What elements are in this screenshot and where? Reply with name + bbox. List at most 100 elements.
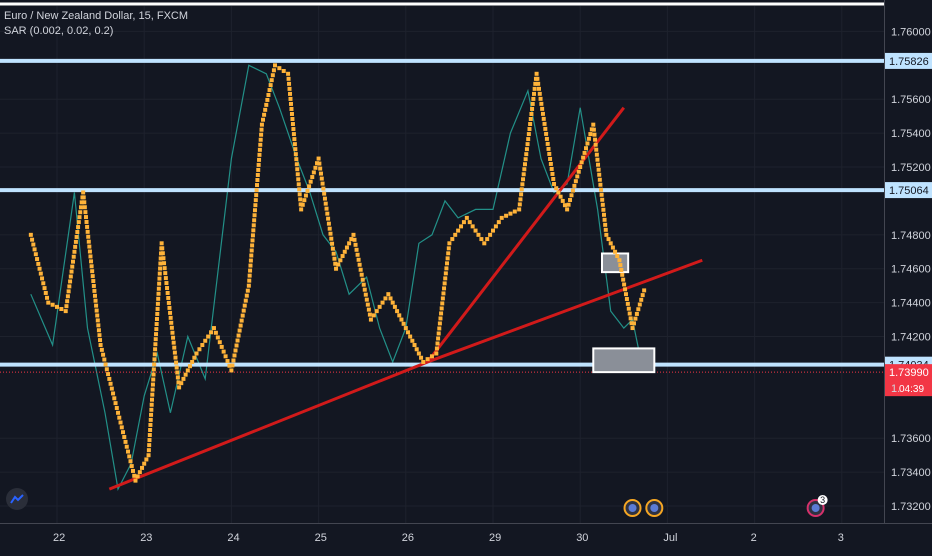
sar-dot xyxy=(281,68,286,73)
sar-dot xyxy=(85,224,90,229)
sar-dot xyxy=(194,351,199,356)
sar-dot xyxy=(157,276,162,281)
sar-dot xyxy=(436,331,441,336)
sar-dot xyxy=(215,335,220,340)
sar-dot xyxy=(35,257,40,262)
sar-dot xyxy=(263,107,268,112)
sar-dot xyxy=(234,343,239,348)
sar-dot xyxy=(156,291,161,296)
sar-dot xyxy=(532,91,537,96)
rectangle-drawings[interactable] xyxy=(592,252,656,374)
sar-dot xyxy=(636,307,641,312)
sar-dot xyxy=(540,111,545,116)
sar-dot xyxy=(554,186,559,191)
sar-dot xyxy=(87,244,92,249)
sar-dot xyxy=(172,350,177,355)
sar-dot xyxy=(147,433,152,438)
sar-dot xyxy=(70,259,75,264)
sar-dot xyxy=(355,252,360,257)
sar-dot xyxy=(588,132,593,137)
sar-dot xyxy=(168,315,173,320)
sar-dot xyxy=(560,198,565,203)
sar-dot xyxy=(231,358,236,363)
sar-dot xyxy=(316,156,321,161)
sar-dot xyxy=(293,152,298,157)
sar-dot xyxy=(634,311,639,316)
sar-dot xyxy=(521,177,526,182)
sar-dot xyxy=(84,219,89,224)
sar-dot xyxy=(368,317,373,322)
sar-dot xyxy=(303,193,308,198)
sar-dot xyxy=(163,276,168,281)
sar-dot xyxy=(127,454,132,459)
sar-dot xyxy=(91,279,96,284)
sar-dot xyxy=(311,170,316,175)
sar-dot xyxy=(321,186,326,191)
sar-dot xyxy=(267,88,272,93)
sar-dot xyxy=(528,117,533,122)
sar-dot xyxy=(332,256,337,261)
sar-dot xyxy=(338,258,343,263)
sar-dot xyxy=(584,146,589,151)
sar-dot xyxy=(518,197,523,202)
sar-dot xyxy=(175,370,180,375)
sar-dot xyxy=(535,76,540,81)
sar-dot xyxy=(347,241,352,246)
horizontal-levels[interactable] xyxy=(0,58,884,373)
sar-dot xyxy=(187,364,192,369)
sar-dot xyxy=(296,177,301,182)
sar-dot xyxy=(517,207,522,212)
sar-dot xyxy=(164,281,169,286)
sar-dot xyxy=(240,313,245,318)
indicator-title[interactable]: SAR (0.002, 0.02, 0.2) xyxy=(4,25,114,37)
sar-dot xyxy=(121,430,126,435)
sar-dot xyxy=(219,344,224,349)
sar-dot xyxy=(236,333,241,338)
sar-dot xyxy=(66,289,71,294)
sar-dot xyxy=(437,321,442,326)
sar-dot xyxy=(96,328,101,333)
sar-dot xyxy=(310,175,315,180)
symbol-title[interactable]: Euro / New Zealand Dollar, 15, FXCM xyxy=(4,10,189,22)
sar-dot xyxy=(595,157,600,162)
sar-dot xyxy=(70,264,75,269)
sar-dot xyxy=(536,81,541,86)
price-label: 1.75064 xyxy=(889,185,929,197)
sar-dot xyxy=(403,326,408,331)
sar-dot xyxy=(67,284,72,289)
sar-dot xyxy=(98,338,103,343)
sar-dot xyxy=(256,162,261,167)
sar-dot xyxy=(603,227,608,232)
sar-dot xyxy=(330,241,335,246)
sar-dot xyxy=(639,297,644,302)
sar-dot xyxy=(45,295,50,300)
sar-dot xyxy=(629,321,634,326)
tradingview-logo-icon[interactable] xyxy=(6,488,28,510)
sar-dot xyxy=(496,220,501,225)
sar-dot xyxy=(340,254,345,259)
sar-dot xyxy=(288,101,293,106)
sar-dot xyxy=(558,194,563,199)
price-axis[interactable]: 1.76000 1.75600 1.75400 1.75200 1.74800 1.746… xyxy=(884,0,932,523)
time-axis[interactable]: 22 23 24 25 26 29 30 Jul 2 3 xyxy=(0,523,932,551)
sar-dot xyxy=(290,117,295,122)
sar-dot xyxy=(390,300,395,305)
sar-dot xyxy=(434,351,439,356)
trendlines[interactable] xyxy=(108,106,703,491)
sar-dot xyxy=(132,473,137,478)
sar-dot xyxy=(623,292,628,297)
sar-dot xyxy=(262,112,267,117)
sar-dot xyxy=(69,269,74,274)
sar-dot xyxy=(88,254,93,259)
sar-dot xyxy=(392,304,397,309)
current-price-label-bg xyxy=(885,364,932,397)
sar-dot xyxy=(154,316,159,321)
sar-dot xyxy=(290,122,295,127)
sar-dot xyxy=(266,92,271,97)
event-markers[interactable]: 32 xyxy=(623,495,907,517)
sar-dot xyxy=(599,187,604,192)
sar-dot xyxy=(162,261,167,266)
sar-dot xyxy=(361,282,366,287)
sar-dot xyxy=(446,246,451,251)
